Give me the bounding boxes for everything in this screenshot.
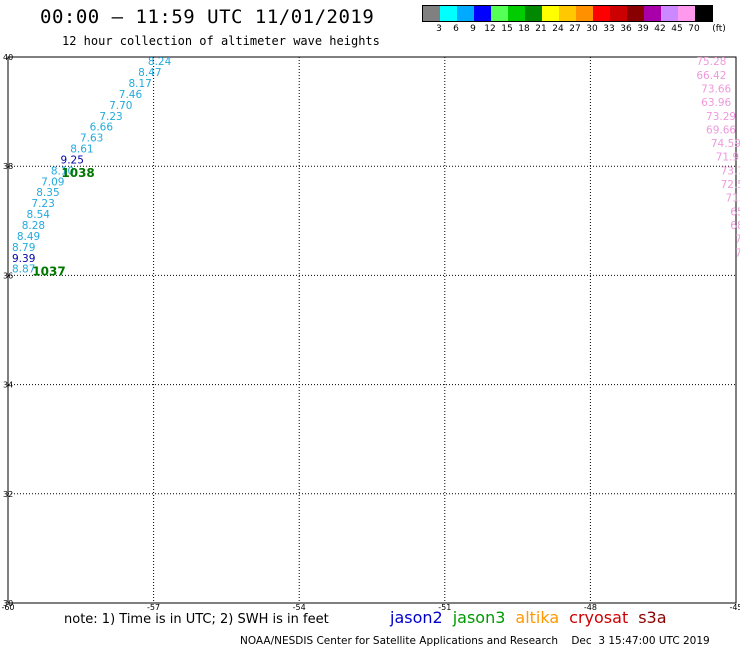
legend-labels: 3 6 9 12 15 18 21 24 27 30 33 36 39 42 45 70 (ft) [422,22,726,36]
satellite-name: jason2 [390,608,443,627]
data-point-label: 71.91 [716,152,740,164]
data-point-label: 7.23 [31,198,54,210]
data-point-label: 71.31 [725,193,740,205]
satellite-name: jason3 [452,608,506,627]
data-point-label: 7.46 [119,89,143,101]
legend-swatch [695,6,712,21]
legend-swatch [593,6,610,21]
x-tick-label: -45 [729,603,740,612]
chart-title: 00:00 – 11:59 UTC 11/01/2019 [40,6,375,28]
legend-swatch [610,6,627,21]
x-tick-label: -54 [293,603,306,612]
satellite-legend: jason2 jason3 altika cryosat s3a [390,608,677,627]
legend-swatch [440,6,457,21]
data-point-label: 72.55 [721,179,740,191]
data-point-label: 7.70 [109,100,132,112]
legend-label: 30 [586,24,598,34]
legend-swatch [423,6,440,21]
data-point-label: 68.8 [730,220,740,232]
data-point-label: 63.96 [701,97,731,109]
legend-swatch [542,6,559,21]
legend-label: 9 [470,24,476,34]
satellite-name: altika [515,608,560,627]
legend-label: 12 [484,24,496,34]
data-point-label: 7.63 [80,133,103,145]
data-point-label: 8.49 [17,231,40,243]
pressure-annotation: 1038 [61,166,94,180]
data-point-label: 70.1 [735,234,740,246]
footer-credit: NOAA/NESDIS Center for Satellite Applica… [240,635,710,647]
legend-label: 21 [535,24,547,34]
data-point-label: 9.25 [61,154,84,166]
satellite-name: cryosat [569,608,629,627]
legend-swatch [474,6,491,21]
legend-swatch [627,6,644,21]
data-point-label: 8.61 [70,144,93,156]
plot-frame [7,56,737,604]
data-point-label: 8.10 [51,165,74,177]
legend-label: 24 [552,24,564,34]
legend-swatch [525,6,542,21]
x-tick-label: -51 [438,603,451,612]
legend-swatch [678,6,695,21]
legend-label: 6 [453,24,459,34]
data-point-label: 65.08 [730,206,740,218]
legend-swatch [491,6,508,21]
legend-swatch [559,6,576,21]
data-point-label: 8.54 [27,209,51,221]
legend-swatches [422,5,713,22]
data-point-label: 8.24 [148,56,172,68]
legend-swatch [644,6,661,21]
data-point-label: 74.59 [711,138,740,150]
y-tick-label: 38 [3,162,13,171]
legend-swatch [508,6,525,21]
legend-label: 70 [688,24,700,34]
legend-label: (ft) [712,24,726,34]
legend-label: 45 [671,24,683,34]
y-tick-label: 36 [3,271,13,280]
data-point-label: 73.74 [721,165,740,177]
data-point-label: 8.28 [22,220,45,232]
x-tick-label: -57 [147,603,160,612]
data-point-label: 8.79 [12,242,35,254]
data-point-label: 8.87 [12,264,35,276]
footer-note: note: 1) Time is in UTC; 2) SWH is in fe… [64,612,329,627]
data-point-label: 71. [735,247,740,259]
data-point-label: 8.35 [36,187,59,199]
data-point-label: 69.66 [706,124,736,136]
legend-swatch [661,6,678,21]
data-point-label: 9.39 [12,253,35,265]
legend-label: 3 [436,24,442,34]
data-point-label: 7.23 [99,111,122,123]
y-tick-label: 32 [3,490,13,499]
x-tick-label: -60 [1,603,14,612]
legend-label: 15 [501,24,513,34]
legend-label: 42 [654,24,666,34]
y-tick-label: 30 [3,599,13,608]
legend-label: 18 [518,24,530,34]
y-tick-label: 40 [3,53,13,62]
legend-label: 27 [569,24,581,34]
satellite-name: s3a [638,608,667,627]
legend-swatch [576,6,593,21]
data-point-label: 73.66 [701,83,731,95]
data-point-label: 7.09 [41,176,64,188]
data-point-label: 75.28 [696,56,726,68]
chart-subtitle: 12 hour collection of altimeter wave hei… [62,34,380,48]
legend-label: 39 [637,24,649,34]
data-point-label: 6.66 [90,122,114,134]
pressure-annotation: 1037 [32,264,65,278]
data-point-label: 73.29 [706,111,736,123]
legend-swatch [457,6,474,21]
data-point-label: 8.47 [138,67,161,79]
y-tick-label: 34 [3,381,13,390]
x-tick-label: -48 [584,603,597,612]
legend-label: 33 [603,24,615,34]
data-point-label: 8.17 [128,78,151,90]
data-point-label: 66.42 [696,70,726,82]
legend-label: 36 [620,24,632,34]
color-legend: 3 6 9 12 15 18 21 24 27 30 33 36 39 42 45 70 (ft) [422,5,726,36]
